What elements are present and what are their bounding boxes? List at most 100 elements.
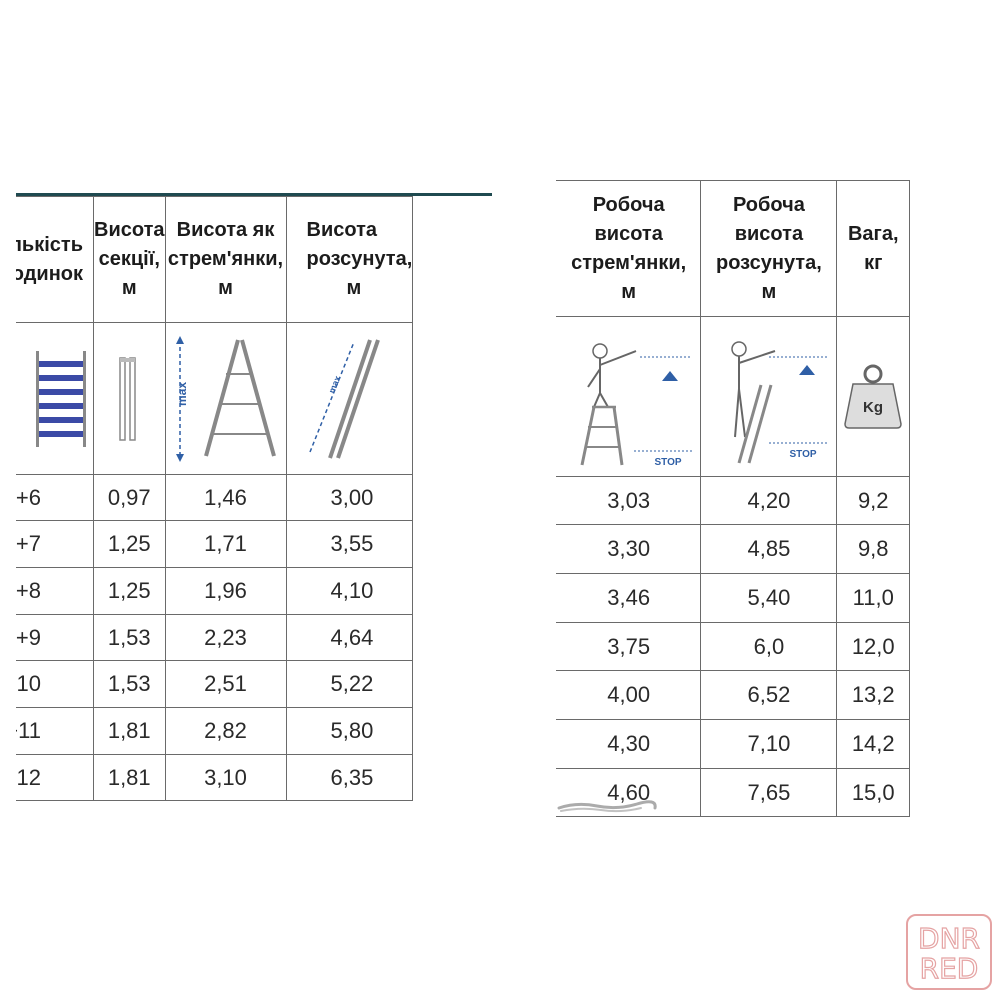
svg-text:STOP: STOP [789,449,816,460]
table-cell: 1,81 [93,754,166,801]
worker-on-extended-ladder-icon: STOP [731,340,827,463]
weight-kg-icon-cell: Kg [836,316,910,477]
table-cell: 1,96 [164,567,287,615]
ladder-section-icon [119,356,136,441]
table-cell: 6,35 [285,754,414,801]
table-cell: 7+7 [16,520,94,568]
svg-text:RED: RED [920,952,979,985]
table-cell: 13,2 [836,670,910,720]
table-row: 3,30 4,85 9,8 [556,524,910,574]
svg-text:Kg: Kg [863,399,883,416]
table-cell: 7,65 [700,768,838,817]
table-cell: 3,10 [164,754,287,801]
table-cell: 10+10 [16,660,94,708]
svg-text:DNR: DNR [918,922,980,955]
table-cell: 6,52 [700,670,838,720]
left-table-wrapper: Кількість ходинок Висота секції, м Висот… [16,190,492,810]
svg-text:max: max [175,381,189,405]
header-stepladder-height: Висота як стрем'янки, м [164,196,287,323]
table-cell: 3,55 [285,520,414,568]
extended-ladder-max-icon: max [309,338,381,459]
table-row: 7+71,251,713,55 [16,520,414,568]
header-rung-count: Кількість ходинок [16,196,94,323]
table-cell: 3,46 [556,573,702,623]
table-row: 10+101,532,515,22 [16,660,414,708]
table-cell: 3,30 [556,524,702,574]
table-cell: 1,25 [93,567,166,615]
table-cell: 5,40 [700,573,838,623]
table-row: 3,46 5,40 11,0 [556,573,910,623]
table-cell: 12,0 [836,622,910,671]
table-cell: 9,2 [836,476,910,525]
table-cell: 1,81 [93,707,166,755]
watermark-text: DNR RED [917,921,980,985]
svg-text:max: max [327,374,343,394]
table-row: 3,03 4,20 9,2 [556,476,910,525]
left-header-row: Кількість ходинок Висота секції, м Висот… [16,196,414,323]
table-cell: 8+8 [16,567,94,615]
table-row: 9+91,532,234,64 [16,614,414,661]
table-cell: 5,80 [285,707,414,755]
table-cell: 1,25 [93,520,166,568]
table-cell: 7,10 [700,719,838,769]
right-icon-row: STOP STOP [556,316,910,477]
right-table-wrapper: Робоча висота стрем'янки, м Робоча висот… [556,180,936,820]
table-row: 4,30 7,10 14,2 [556,719,910,769]
ladder-rungs-icon-cell [16,322,94,475]
table-cell: 1,71 [164,520,287,568]
header-working-height-extended: Робоча висота розсунута, м [700,180,838,317]
svg-text:STOP: STOP [654,457,681,467]
table-cell: 6+6 [16,474,94,521]
table-cell: 11,0 [836,573,910,623]
left-spec-table: Кількість ходинок Висота секції, м Висот… [16,196,414,801]
worker-on-stepladder-icon: STOP [580,342,692,467]
table-cell: 4,20 [700,476,838,525]
table-cell: 15,0 [836,768,910,817]
table-cell: 3,03 [556,476,702,525]
table-row: 4,00 6,52 13,2 [556,670,910,720]
table-cell: 9,8 [836,524,910,574]
worker-on-stepladder-icon-cell: STOP [556,316,702,477]
ladder-rungs-icon [36,350,86,447]
table-cell: 1,46 [164,474,287,521]
table-cell: 4,85 [700,524,838,574]
table-row: 12+121,813,106,35 [16,754,414,801]
table-cell: 2,23 [164,614,287,661]
table-cell: 4,00 [556,670,702,720]
weight-kg-icon: Kg [844,364,902,429]
table-cell: 12+12 [16,754,94,801]
table-row: 11+111,812,825,80 [16,707,414,755]
table-cell: 3,00 [285,474,414,521]
right-header-row: Робоча висота стрем'янки, м Робоча висот… [556,180,910,317]
table-cell: 4,30 [556,719,702,769]
table-cell: 1,53 [93,614,166,661]
table-cell: 2,82 [164,707,287,755]
table-row: 3,75 6,0 12,0 [556,622,910,671]
worker-on-extended-ladder-icon-cell: STOP [700,316,838,477]
header-working-height-stepladder: Робоча висота стрем'янки, м [556,180,702,317]
extended-ladder-max-icon-cell: max [285,322,414,475]
dnr-red-watermark-logo: DNR RED [906,914,992,990]
left-icon-row: max max [16,322,414,475]
table-cell: 14,2 [836,719,910,769]
header-section-height: Висота секції, м [93,196,166,323]
table-cell: 6,0 [700,622,838,671]
table-cell: 4,10 [285,567,414,615]
table-cell: 3,75 [556,622,702,671]
ladder-section-icon-cell [93,322,166,475]
stepladder-max-icon-cell: max [164,322,287,475]
header-weight: Вага, кг [836,180,910,317]
table-cell: 4,64 [285,614,414,661]
top-rule [16,193,492,196]
table-row: 4,60 7,65 15,0 [556,768,910,817]
table-cell: 11+11 [16,707,94,755]
table-cell: 5,22 [285,660,414,708]
table-cell: 1,53 [93,660,166,708]
table-cell: 9+9 [16,614,94,661]
table-row: 6+60,971,463,00 [16,474,414,521]
table-cell: 0,97 [93,474,166,521]
header-extended-height: Висота розсунута, м [285,196,414,323]
right-spec-table: Робоча висота стрем'янки, м Робоча висот… [556,180,910,817]
pen-scribble [557,800,657,813]
table-cell: 2,51 [164,660,287,708]
